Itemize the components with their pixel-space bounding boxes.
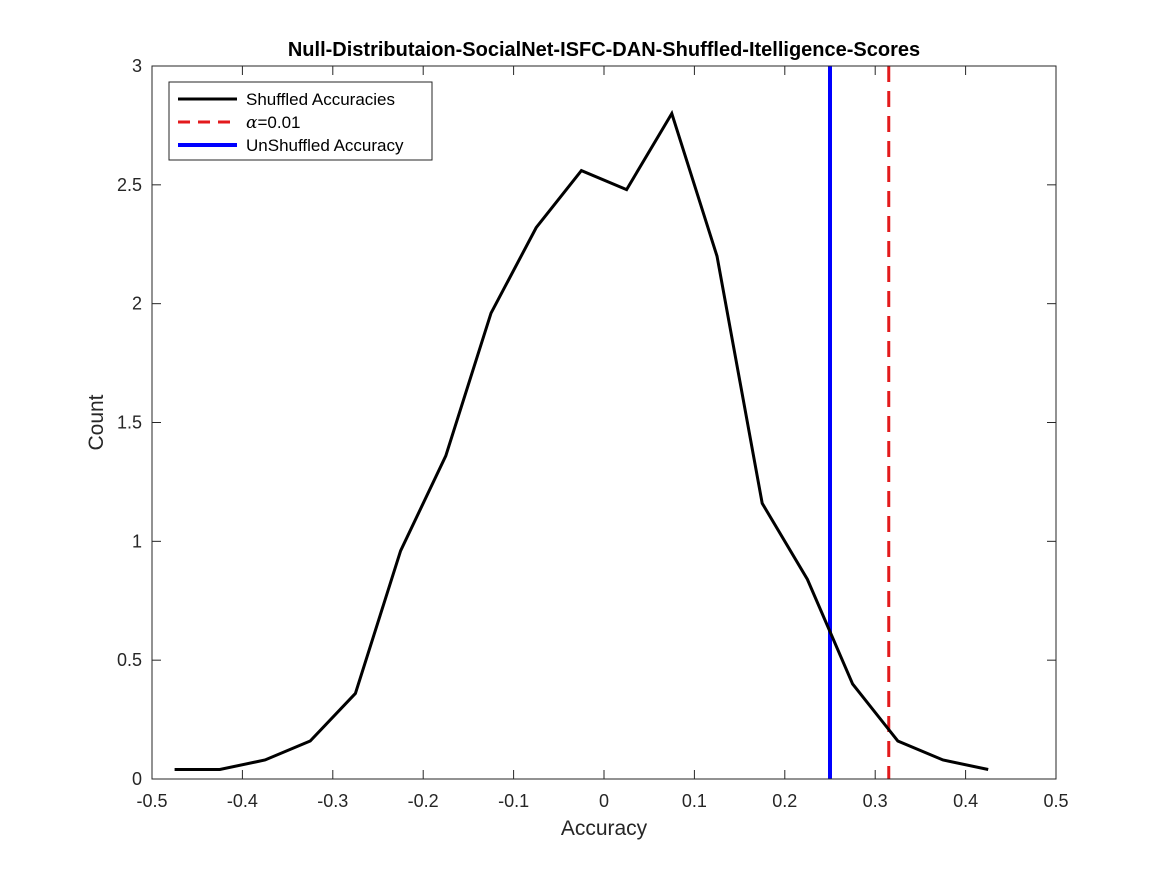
y-tick-label: 2.5 (117, 175, 142, 195)
legend: Shuffled Accuracies α=0.01 UnShuffled Ac… (168, 81, 433, 161)
axes-box (151, 65, 1057, 780)
x-tick-label: 0.4 (953, 791, 978, 811)
data-layer (174, 66, 989, 779)
x-tick-label: 0 (599, 791, 609, 811)
chart-title: Null-Distributaion-SocialNet-ISFC-DAN-Sh… (288, 39, 920, 61)
x-tick-label: 0.2 (772, 791, 797, 811)
axis-ticks: -0.5 -0.4 -0.3 -0.2 -0.1 0 0.1 0.2 0.3 0.4 0.5 0 0.5… (117, 56, 1069, 811)
y-tick-label: 1.5 (117, 413, 142, 433)
x-tick-label: 0.5 (1043, 791, 1068, 811)
legend-label-alpha: α=0.01 (246, 113, 301, 133)
y-tick-label: 0.5 (117, 650, 142, 670)
y-tick-label: 3 (132, 56, 142, 76)
y-tick-label: 1 (132, 531, 142, 551)
legend-alpha-value: =0.01 (257, 113, 300, 132)
y-axis-label: Count (85, 394, 108, 450)
x-tick-label: 0.1 (682, 791, 707, 811)
x-axis-label: Accuracy (561, 817, 648, 840)
x-tick-label: -0.4 (227, 791, 258, 811)
x-tick-label: 0.3 (863, 791, 888, 811)
shuffled-accuracies-line (174, 109, 989, 771)
y-tick-label: 0 (132, 769, 142, 789)
legend-alpha-symbol: α (246, 113, 258, 133)
legend-label-shuffled-accuracies: Shuffled Accuracies (246, 90, 395, 109)
plot-area (152, 66, 1056, 779)
x-tick-label: -0.1 (498, 791, 529, 811)
x-tick-label: -0.2 (408, 791, 439, 811)
y-tick-label: 2 (132, 294, 142, 314)
legend-label-unshuffled-accuracy: UnShuffled Accuracy (246, 136, 404, 155)
x-tick-label: -0.3 (317, 791, 348, 811)
x-tick-label: -0.5 (136, 791, 167, 811)
